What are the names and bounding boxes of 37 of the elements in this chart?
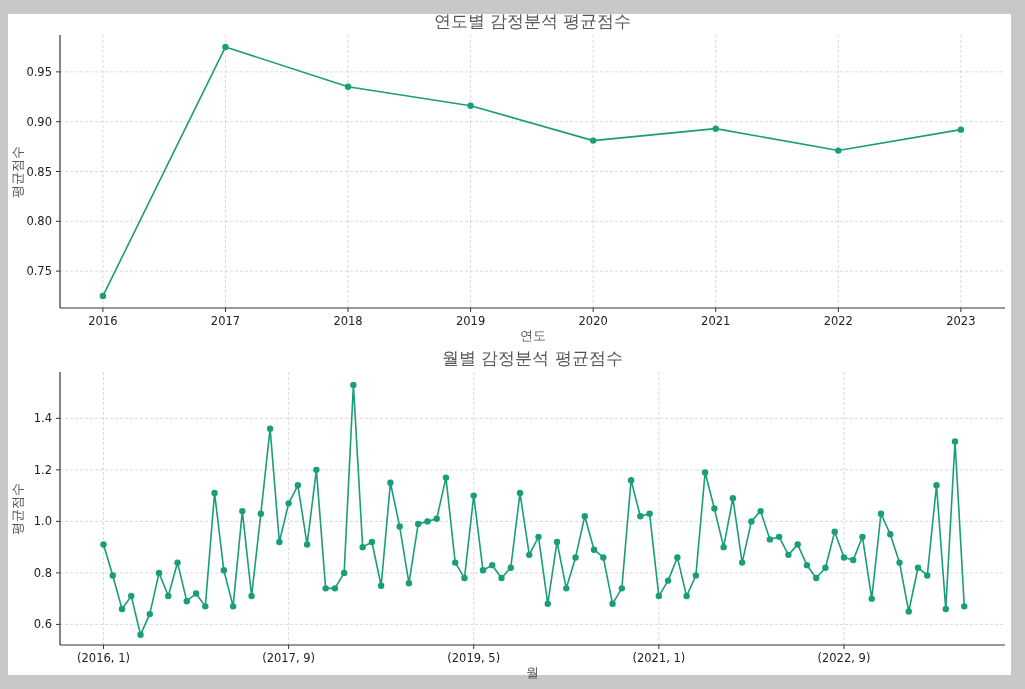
point [957, 126, 965, 133]
chart-title: 월별 감정분석 평균점수 [442, 348, 623, 368]
y-tick-label: 0.95 [26, 64, 52, 79]
x-tick-label: 2017 [210, 314, 241, 328]
chart-title: 연도별 감정분석 평균점수 [433, 11, 632, 31]
point [712, 125, 719, 132]
point [99, 292, 107, 300]
x-tick-label: 2023 [946, 314, 976, 328]
x-tick-label: 2020 [578, 314, 608, 328]
x-tick-label: 2022 [823, 314, 853, 328]
y-tick-label: 0.75 [26, 264, 52, 279]
x-tick-label: 2021 [701, 314, 731, 328]
point [344, 83, 352, 91]
x-tick-label: (2017, 9) [262, 651, 316, 665]
x-tick-label: 2016 [88, 314, 118, 328]
x-axis-title: 연도 [519, 328, 546, 343]
point [467, 102, 474, 109]
y-axis-title: 평균점수 [10, 145, 25, 198]
y-tick-label: 0.6 [33, 617, 52, 632]
x-tick-label: 2018 [333, 314, 363, 328]
x-tick-label: (2022, 9) [817, 651, 871, 665]
x-tick-label: (2019, 5) [447, 651, 501, 665]
y-tick-label: 0.8 [33, 565, 52, 580]
x-tick-label: 2019 [455, 314, 486, 328]
point [835, 147, 842, 154]
x-axis-title: 월 [526, 665, 539, 680]
y-axis-title: 평균점수 [10, 482, 25, 535]
y-tick-label: 0.90 [26, 114, 52, 129]
y-tick-label: 0.85 [26, 164, 52, 179]
y-tick-label: 1.2 [33, 462, 52, 477]
y-tick-label: 1.0 [33, 514, 52, 529]
x-tick-label: (2016, 1) [77, 651, 130, 665]
y-tick-label: 0.80 [26, 214, 52, 229]
point [589, 137, 597, 144]
y-tick-label: 1.4 [33, 411, 52, 426]
x-tick-label: (2021, 1) [632, 651, 686, 665]
point [222, 43, 229, 51]
